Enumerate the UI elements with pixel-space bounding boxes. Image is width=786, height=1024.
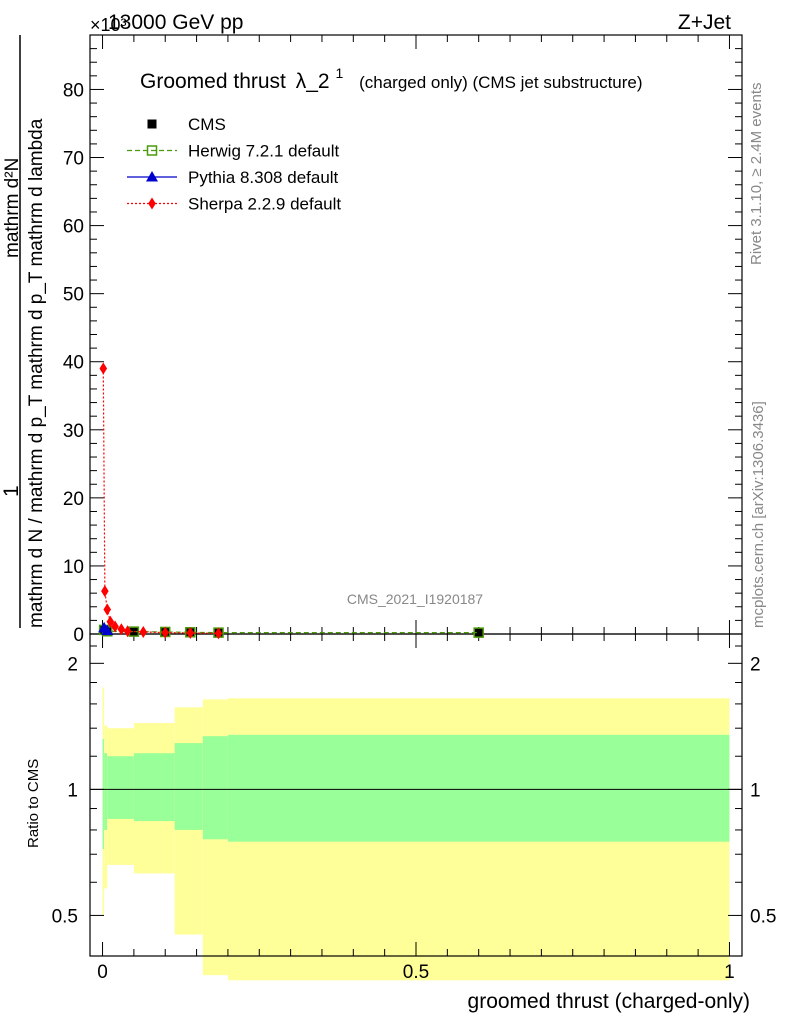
y-exponent-label: ×10³ <box>90 15 127 35</box>
data-point-sherpa <box>106 615 115 628</box>
ratio-y-tick-label: 1 <box>67 780 78 801</box>
main-y-tick-label: 0 <box>73 625 84 646</box>
ratio-y-axis-label: Ratio to CMS <box>25 759 42 848</box>
data-point-sherpa <box>214 627 223 640</box>
plot-title: Groomed thrust λ_2 1 (charged only) (CMS… <box>140 60 643 93</box>
data-point-pythia <box>101 624 114 636</box>
series-layer <box>98 362 484 640</box>
ratio-y-tick-label-right: 1 <box>750 780 761 801</box>
main-y-tick-label: 30 <box>63 421 84 442</box>
series-sherpa <box>99 362 223 640</box>
plot-title-sup: 1 <box>335 65 343 81</box>
ratio-inner-band-bin <box>202 736 228 840</box>
legend-label-pythia: Pythia 8.308 default <box>188 168 339 187</box>
main-y-tick-label: 40 <box>63 353 84 374</box>
plot-title-lambda: λ_2 <box>296 70 330 93</box>
data-point-cms <box>474 628 484 638</box>
legend-marker-pythia <box>146 171 158 182</box>
legend-label-sherpa: Sherpa 2.2.9 default <box>188 195 341 214</box>
y-label-denominator: mathrm d N / mathrm d p_T mathrm d p_T m… <box>26 118 47 628</box>
ratio-y-tick-label-right: 2 <box>750 654 761 675</box>
plot-title-suffix: (charged only) (CMS jet substructure) <box>359 73 642 92</box>
legend-marker-sherpa <box>148 197 156 210</box>
mcplots-label: mcplots.cern.ch [arXiv:1306.3436] <box>750 401 767 628</box>
x-tick-label: 0.5 <box>403 962 429 983</box>
plot-title-main: Groomed thrust <box>140 70 286 93</box>
series-pythia <box>98 621 114 636</box>
data-point-sherpa <box>111 620 119 633</box>
data-point-herwig <box>473 627 484 638</box>
data-point-sherpa <box>139 625 148 638</box>
data-point-sherpa <box>123 625 132 638</box>
y-label-numerator: 1 <box>0 485 23 497</box>
ratio-uncertainty-bands <box>102 687 730 981</box>
ratio-inner-band-bin <box>104 753 108 830</box>
rivet-version-label: Rivet 3.1.10, ≥ 2.4M events <box>748 83 765 266</box>
header-process-label: Z+Jet <box>678 11 731 34</box>
header-energy-label: 13000 GeV pp <box>108 11 243 34</box>
main-y-tick-label: 70 <box>63 149 84 170</box>
main-y-tick-label: 60 <box>63 217 84 238</box>
series-herwig <box>98 624 484 638</box>
data-point-sherpa <box>161 626 170 639</box>
series-line-sherpa <box>102 368 219 634</box>
ratio-y-tick-label: 0.5 <box>52 906 78 927</box>
legend-marker-cms <box>147 119 157 129</box>
ratio-inner-band-bin <box>133 753 175 822</box>
series-cms <box>99 625 484 638</box>
ratio-y-tick-label: 2 <box>67 654 78 675</box>
ratio-inner-band-bin <box>227 734 730 842</box>
x-tick-label: 1 <box>724 962 735 983</box>
main-y-axis-label: 1 mathrm d N / mathrm d p_T mathrm d p_T… <box>0 35 47 628</box>
ratio-y-tick-label-right: 0.5 <box>750 906 776 927</box>
x-axis-ticks: 0 0.5 1 <box>97 35 735 983</box>
data-point-sherpa <box>117 623 126 636</box>
data-point-sherpa <box>99 362 108 375</box>
ratio-inner-band-bin <box>107 756 134 819</box>
x-tick-label: 0 <box>97 962 108 983</box>
main-y-tick-label: 10 <box>63 557 84 578</box>
main-y-tick-label: 20 <box>63 489 84 510</box>
ratio-axis-ticks: 0.5 0.5 1 1 2 2 <box>52 645 776 927</box>
ratio-inner-band-bin <box>174 743 203 830</box>
legend-marker-herwig <box>146 145 158 156</box>
data-point-sherpa <box>103 603 112 616</box>
main-y-tick-label: 50 <box>63 285 84 306</box>
analysis-watermark: CMS_2021_I1920187 <box>347 591 483 607</box>
data-point-sherpa <box>101 585 109 598</box>
legend: CMS Herwig 7.2.1 default Pythia 8.308 defa… <box>127 115 341 214</box>
legend-label-herwig: Herwig 7.2.1 default <box>188 142 339 161</box>
x-axis-label: groomed thrust (charged-only) <box>468 990 750 1013</box>
main-y-tick-label: 80 <box>63 80 84 101</box>
y-label-top: mathrm d²N <box>2 158 23 258</box>
legend-label-cms: CMS <box>188 115 226 134</box>
ratio-inner-band-bin <box>102 738 105 850</box>
data-point-sherpa <box>186 626 195 639</box>
main-axis-ticks: 0 10 20 30 40 50 60 70 80 <box>63 34 742 646</box>
